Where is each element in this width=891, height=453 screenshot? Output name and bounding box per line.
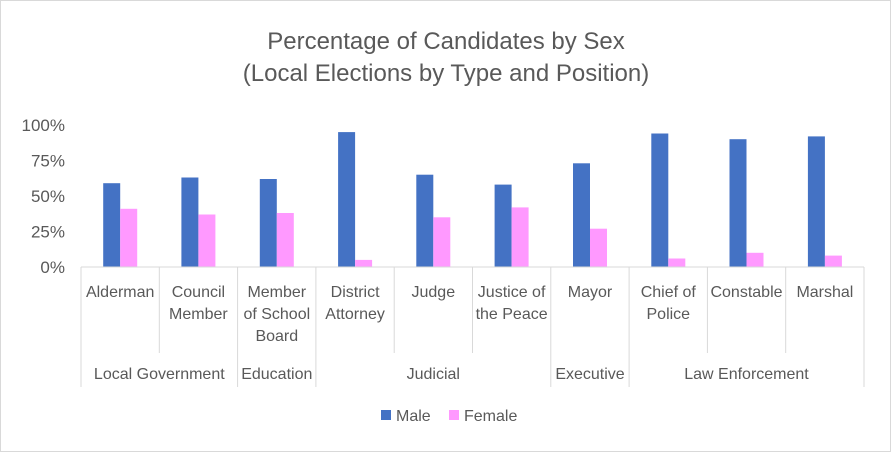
bar-female (198, 214, 216, 267)
category-label: the Peace (476, 306, 548, 323)
category-label: Judge (412, 284, 456, 301)
category-label: of School (243, 306, 310, 323)
bar-female (276, 213, 294, 267)
bar-male (729, 139, 747, 267)
bar-male (573, 163, 590, 267)
category-label: Council (172, 284, 225, 301)
legend-label: Male (396, 408, 431, 425)
chart-title-line-2: (Local Elections by Type and Position) (243, 60, 649, 87)
legend-label: Female (464, 408, 517, 425)
chart-title: Percentage of Candidates by Sex (Local El… (243, 28, 649, 87)
category-label: District (331, 284, 380, 301)
category-label: Justice of (478, 284, 546, 301)
bar-male (181, 177, 199, 267)
category-label: Attorney (325, 306, 385, 323)
legend-item-male: Male (381, 408, 431, 425)
bar-female (824, 255, 842, 267)
chart-title-line-1: Percentage of Candidates by Sex (267, 28, 625, 55)
bars (103, 132, 842, 267)
legend-swatch (381, 410, 391, 420)
bar-male (494, 184, 512, 267)
y-tick-label: 0% (40, 258, 65, 277)
x-axis: Alderman Council Member Member of School Boar… (80, 266, 865, 387)
bar-male (103, 183, 121, 267)
y-tick-label: 50% (31, 187, 65, 206)
group-label: Education (241, 366, 312, 383)
bar-female (120, 208, 138, 267)
bar-female (511, 207, 529, 267)
category-label: Alderman (86, 284, 154, 301)
bar-female (668, 258, 686, 267)
category-label: Constable (710, 284, 782, 301)
bar-male (416, 174, 434, 267)
category-label: Member (247, 284, 306, 301)
y-axis: 0% 25% 50% 75% 100% (22, 116, 65, 277)
legend: Male Female (381, 408, 517, 425)
legend-item-female: Female (449, 408, 517, 425)
group-label: Local Government (94, 366, 225, 383)
bar-female (433, 217, 451, 267)
bar-female (746, 252, 764, 267)
group-label: Law Enforcement (684, 366, 809, 383)
bar-male (807, 136, 825, 267)
y-tick-label: 75% (31, 152, 65, 171)
category-label: Member (169, 306, 228, 323)
category-label: Marshal (796, 284, 853, 301)
group-label: Executive (555, 366, 624, 383)
y-tick-label: 25% (31, 223, 65, 242)
category-label: Police (647, 306, 691, 323)
bar-male (259, 179, 277, 267)
category-label: Mayor (568, 284, 613, 301)
bar-male (651, 133, 669, 267)
bar-male (338, 132, 356, 267)
group-label: Judicial (407, 366, 460, 383)
y-tick-label: 100% (22, 116, 65, 135)
category-label: Chief of (641, 284, 697, 301)
bar-female (355, 259, 373, 267)
bar-female (590, 228, 607, 267)
category-label: Board (255, 328, 298, 345)
legend-swatch (449, 410, 459, 420)
